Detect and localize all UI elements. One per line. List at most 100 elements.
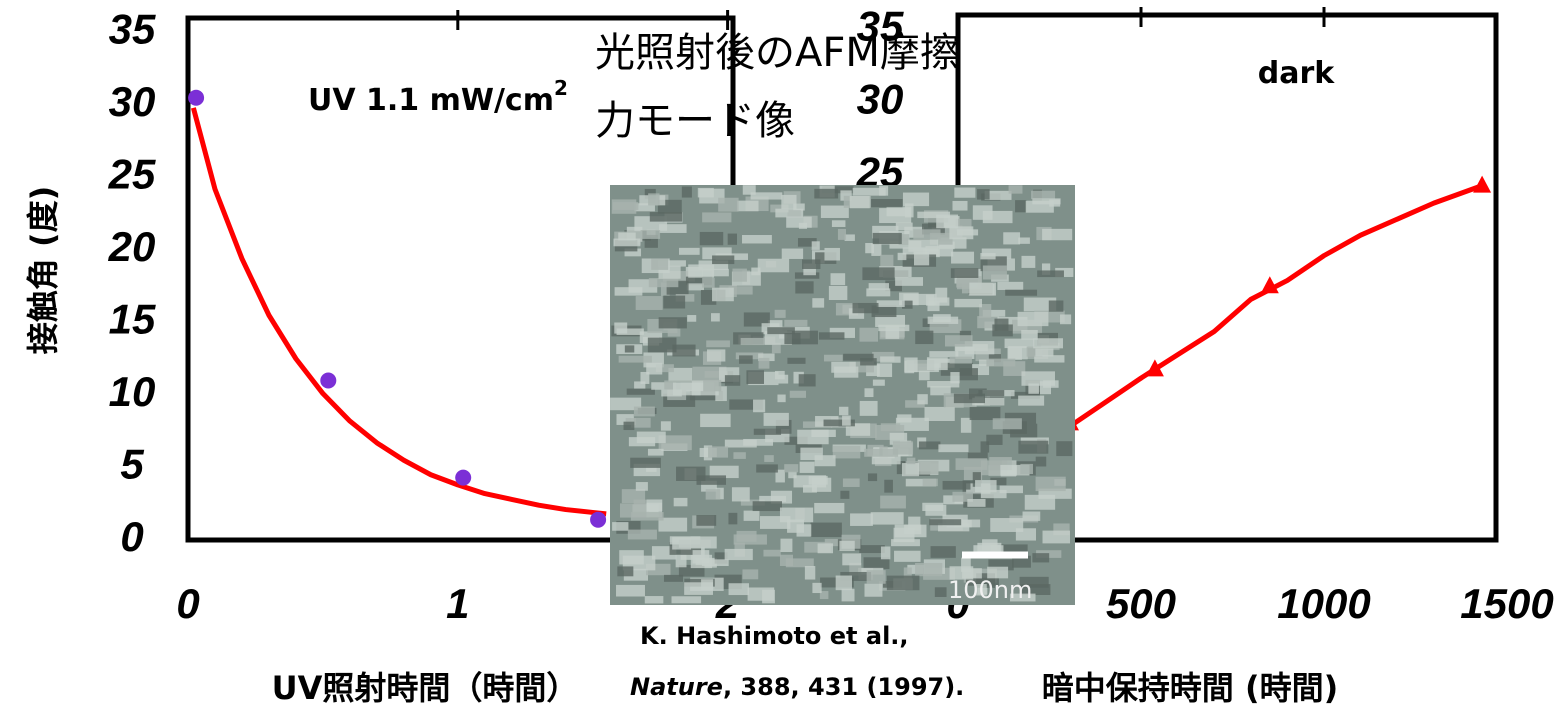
- afm-grain: [1037, 270, 1064, 277]
- afm-grain: [956, 458, 988, 470]
- afm-grain: [954, 188, 975, 198]
- afm-grain: [925, 505, 946, 516]
- afm-grain: [951, 268, 979, 278]
- afm-grain: [1056, 441, 1072, 456]
- afm-grain: [896, 223, 913, 231]
- afm-grain: [728, 234, 737, 245]
- afm-grain: [873, 380, 885, 386]
- afm-grain: [784, 333, 800, 344]
- afm-grain: [1042, 229, 1072, 240]
- afm-grain: [759, 358, 770, 369]
- afm-grain: [674, 498, 688, 506]
- afm-grain: [914, 252, 929, 266]
- afm-grain: [927, 357, 948, 370]
- afm-grain: [784, 464, 798, 472]
- afm-grain: [743, 185, 756, 195]
- afm-grain: [742, 235, 772, 243]
- afm-grain: [617, 566, 633, 576]
- afm-grain: [981, 490, 1007, 498]
- afm-grain: [1018, 312, 1049, 326]
- afm-grain: [782, 249, 803, 259]
- citation-details: , 388, 431 (1997).: [723, 673, 964, 701]
- afm-grain: [676, 467, 705, 481]
- y-tick-label: 25: [108, 151, 156, 198]
- afm-grain: [1049, 300, 1064, 311]
- scale-label: 100nm: [948, 576, 1032, 604]
- afm-grain: [915, 563, 942, 576]
- afm-grain: [872, 456, 901, 465]
- afm-grain: [938, 444, 968, 452]
- afm-grain: [659, 317, 687, 328]
- afm-grain: [702, 212, 731, 222]
- afm-grain: [960, 368, 978, 380]
- afm-grain: [1001, 470, 1016, 476]
- afm-grain: [877, 363, 892, 377]
- figure: 05101520253035012UV 1.1 mW/cm2UV照射時間（時間）…: [0, 0, 1565, 712]
- afm-grain: [688, 264, 714, 277]
- afm-grain: [894, 551, 921, 562]
- afm-grain: [1003, 232, 1020, 244]
- annotation-text: UV 1.1 mW/cm: [308, 83, 554, 118]
- afm-grain: [753, 501, 782, 511]
- afm-grain: [814, 503, 844, 513]
- inset-title: 力モード像: [595, 98, 795, 144]
- afm-grain: [945, 335, 973, 346]
- x-tick-label: 1500: [1460, 580, 1553, 627]
- afm-grain: [764, 455, 774, 462]
- afm-grain: [614, 322, 627, 333]
- afm-grain: [631, 512, 664, 520]
- afm-grain: [625, 345, 634, 352]
- afm-grain: [663, 296, 685, 309]
- afm-grain: [997, 282, 1023, 290]
- afm-grain: [812, 241, 820, 250]
- afm-grain: [728, 513, 737, 525]
- afm-grain: [725, 440, 757, 448]
- afm-grain: [803, 485, 817, 493]
- afm-grain: [881, 546, 890, 559]
- afm-grain: [764, 413, 789, 426]
- afm-grain: [777, 395, 785, 403]
- afm-grain: [868, 473, 877, 481]
- afm-grain: [664, 575, 683, 582]
- afm-grain: [622, 489, 645, 503]
- afm-grain: [637, 432, 666, 444]
- citation-journal: Nature: [630, 673, 723, 701]
- annotation-superscript: 2: [554, 76, 568, 100]
- afm-grain: [871, 199, 903, 207]
- afm-grain: [676, 554, 687, 567]
- afm-grain: [712, 288, 734, 302]
- afm-grain: [915, 331, 933, 344]
- afm-grain: [839, 407, 848, 415]
- afm-grain: [619, 356, 652, 363]
- afm-image: [610, 185, 1075, 605]
- x-tick-label: 0: [176, 580, 199, 627]
- afm-grain: [917, 394, 928, 404]
- afm-grain: [729, 583, 749, 595]
- citation: Nature, 388, 431 (1997).: [630, 673, 964, 701]
- afm-grain: [790, 391, 806, 398]
- y-tick-label: 15: [109, 296, 156, 343]
- afm-grain: [732, 269, 746, 282]
- y-tick-label: 30: [857, 76, 904, 123]
- afm-grain: [661, 390, 682, 397]
- afm-grain: [929, 351, 958, 357]
- afm-grain: [703, 380, 721, 391]
- citation-authors: K. Hashimoto et al.,: [640, 622, 909, 650]
- afm-grain: [968, 453, 988, 460]
- afm-grain: [860, 401, 878, 416]
- afm-grain: [733, 452, 745, 459]
- afm-grain: [924, 407, 954, 421]
- inset-title: 光照射後のAFM摩擦: [595, 30, 960, 76]
- afm-grain: [651, 259, 668, 270]
- afm-grain: [742, 569, 758, 579]
- afm-grain: [832, 220, 846, 227]
- afm-grain: [1031, 191, 1055, 199]
- afm-grain: [646, 363, 662, 375]
- afm-grain: [1043, 531, 1070, 544]
- afm-grain: [624, 422, 635, 430]
- afm-grain: [1060, 314, 1071, 324]
- afm-grain: [871, 512, 904, 524]
- afm-grain: [616, 585, 645, 597]
- afm-grain: [871, 243, 881, 256]
- afm-grain: [891, 539, 920, 546]
